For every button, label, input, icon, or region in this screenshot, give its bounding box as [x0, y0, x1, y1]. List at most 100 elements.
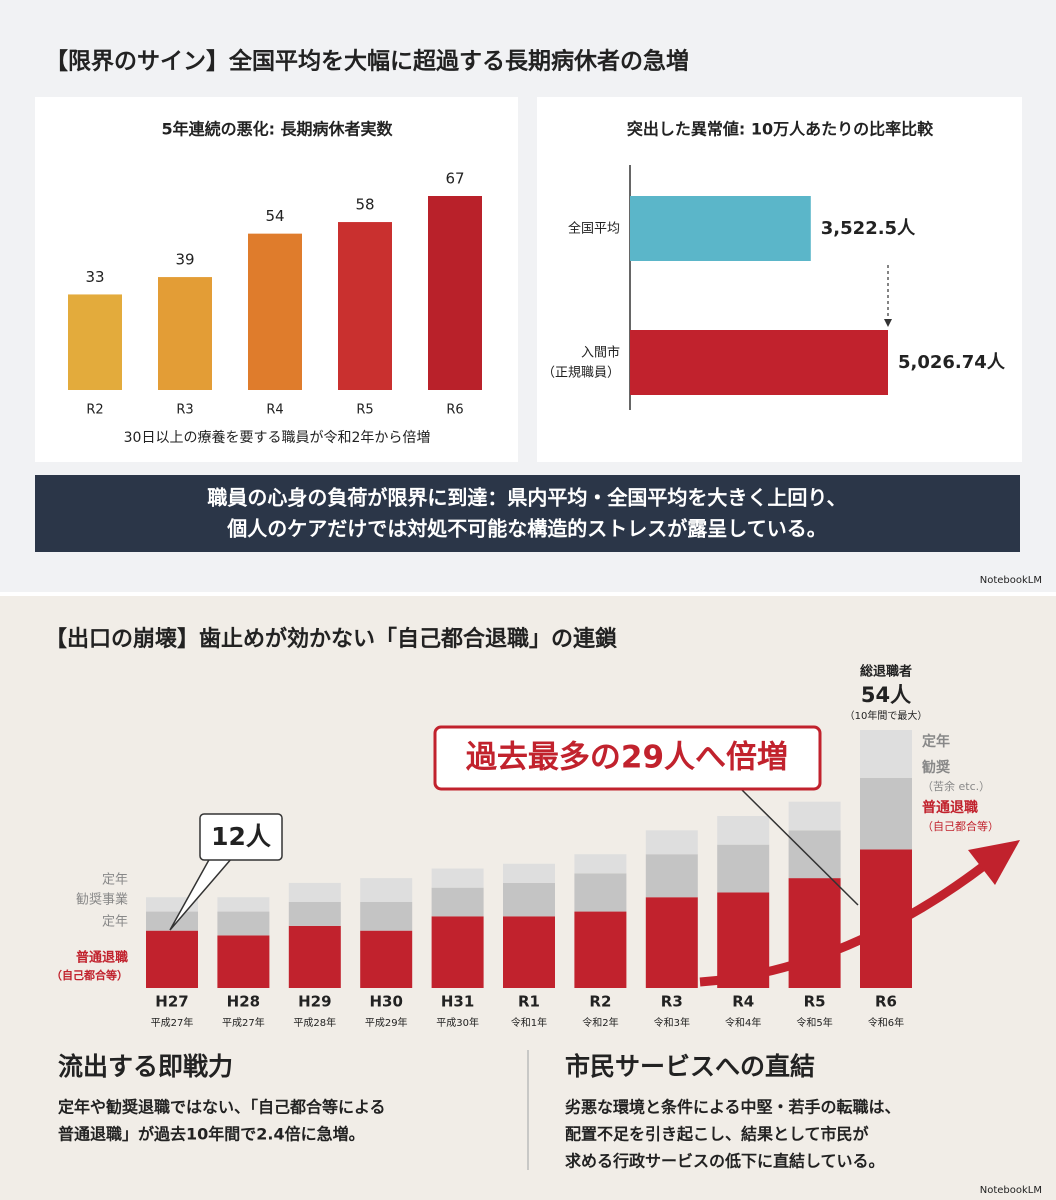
section-body: 定年や勧奨退職ではない、「自己都合等による [57, 1098, 386, 1117]
x-tick-label: H29 [298, 993, 331, 1011]
value-label: 54 [265, 207, 284, 225]
bar-segment [503, 863, 555, 883]
bar-segment [503, 916, 555, 988]
legend-label: 普通退職 [922, 799, 978, 816]
x-tick-label: R6 [875, 993, 897, 1011]
value-label: 39 [175, 251, 194, 269]
bar-segment [146, 911, 198, 931]
section-body: 配置不足を引き起こし、結果として市民が [565, 1125, 869, 1144]
side-label: 普通退職 [76, 950, 128, 966]
slide2-title: 【出口の崩壊】歯止めが効かない「自己都合退職」の連鎖 [45, 626, 618, 652]
callout-text: 過去最多の29人へ倍増 [466, 740, 788, 776]
bar-segment [360, 930, 413, 988]
x-tick-label: R4 [266, 403, 283, 418]
bar-segment [288, 902, 341, 926]
bar-segment [503, 882, 555, 917]
x-sub-label: 平成27年 [222, 1016, 265, 1029]
bar-segment [860, 777, 912, 850]
bar [68, 294, 122, 390]
bar-segment [360, 878, 413, 902]
x-sub-label: 令和6年 [868, 1016, 904, 1029]
bar-segment [860, 849, 912, 988]
section-heading: 市民サービスへの直結 [565, 1052, 815, 1081]
logo: NotebookLM [980, 1185, 1042, 1196]
card [537, 97, 1022, 462]
legend-note: （自己都合等） [922, 819, 999, 833]
value-label: 58 [355, 196, 374, 214]
callout-pointer [739, 787, 859, 906]
bar-segment [788, 801, 841, 831]
section-body: 求める行政サービスの低下に直結している。 [565, 1152, 885, 1171]
total-note: （10年間で最大） [845, 709, 928, 722]
bar-segment [574, 854, 627, 874]
bar-segment [431, 868, 484, 888]
bar [338, 222, 392, 390]
bar [630, 196, 811, 261]
bar [248, 233, 302, 390]
y-tick-label: 全国平均 [568, 221, 620, 237]
total-label: 総退職者 [860, 664, 912, 680]
x-sub-label: 令和4年 [725, 1016, 761, 1029]
bar-segment [717, 844, 770, 893]
bar-segment [860, 730, 912, 778]
arrow-head [968, 840, 1020, 885]
bar-segment [574, 911, 627, 988]
bar-segment [788, 878, 841, 988]
y-tick-label: （正規職員） [542, 366, 620, 381]
bar-segment [788, 830, 841, 879]
bar-segment [717, 892, 770, 988]
legend-label: 勧奨 [922, 759, 951, 776]
x-tick-label: R3 [661, 993, 683, 1011]
chart-title: 突出した異常値: 10万人あたりの比率比較 [627, 120, 934, 139]
callout [199, 813, 283, 861]
x-tick-label: R5 [804, 993, 826, 1011]
x-sub-label: 令和1年 [511, 1016, 547, 1029]
section-body: 普通退職」が過去10年間で2.4倍に急増。 [58, 1125, 365, 1144]
bar-segment [431, 916, 484, 988]
callout-text: 12人 [211, 822, 271, 851]
bar-segment [217, 897, 270, 912]
section-heading: 流出する即戦力 [58, 1052, 233, 1081]
logo: NotebookLM [980, 575, 1042, 586]
legend-note: （苦余 etc.） [922, 779, 990, 793]
x-sub-label: 平成29年 [365, 1016, 408, 1029]
x-tick-label: H30 [369, 993, 402, 1011]
x-sub-label: 令和5年 [796, 1016, 832, 1029]
bar [158, 277, 212, 390]
banner-line: 個人のケアだけでは対処不可能な構造的ストレスが露呈している。 [226, 517, 826, 541]
caption: 30日以上の療養を要する職員が令和2年から倍増 [124, 429, 431, 446]
x-sub-label: 平成30年 [436, 1016, 479, 1029]
x-tick-label: R2 [589, 993, 611, 1011]
x-sub-label: 令和3年 [654, 1016, 690, 1029]
x-tick-label: H28 [227, 993, 260, 1011]
slide1-title: 【限界のサイン】全国平均を大幅に超過する長期病休者の急増 [45, 48, 689, 75]
total-value: 54人 [861, 683, 911, 707]
bar-segment [360, 902, 413, 931]
x-tick-label: R6 [446, 403, 463, 418]
bar-segment [645, 830, 698, 855]
bar-segment [717, 816, 770, 845]
bar-segment [288, 882, 341, 902]
x-tick-label: R3 [176, 403, 193, 418]
x-sub-label: 令和2年 [582, 1016, 618, 1029]
x-sub-label: 平成28年 [293, 1016, 336, 1029]
x-tick-label: R1 [518, 993, 540, 1011]
x-tick-label: R4 [732, 993, 754, 1011]
bar-segment [645, 897, 698, 988]
value-label: 5,026.74人 [898, 352, 1006, 373]
x-tick-label: R2 [86, 403, 103, 418]
side-label: 勧奨事業 [76, 892, 128, 908]
x-tick-label: R5 [356, 403, 373, 418]
section-body: 劣悪な環境と条件による中堅・若手の転職は、 [565, 1098, 901, 1117]
side-label: 定年 [102, 915, 128, 930]
chart-title: 5年連続の悪化: 長期病休者実数 [161, 120, 393, 139]
legend-label: 定年 [922, 733, 950, 750]
bar-segment [288, 925, 341, 988]
bar-segment [217, 911, 270, 936]
bar-segment [431, 887, 484, 917]
bar-segment [574, 873, 627, 912]
y-tick-label: 入間市 [581, 345, 620, 361]
value-label: 67 [445, 170, 464, 188]
